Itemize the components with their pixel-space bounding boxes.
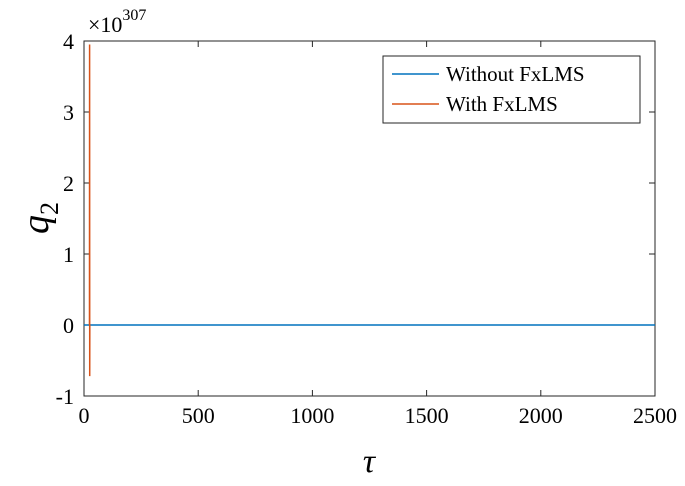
y-exponent-value: 307 — [122, 7, 146, 24]
y-tick-label: 1 — [63, 242, 74, 267]
x-tick-label: 2500 — [633, 403, 677, 428]
y-tick-label: -1 — [56, 384, 74, 409]
x-tick-label: 0 — [79, 403, 90, 428]
y-axis-label: q2 — [15, 202, 64, 234]
y-axis-label-subscript: 2 — [35, 202, 64, 215]
legend-label-with-fxlms: With FxLMS — [446, 92, 558, 116]
x-tick-label: 1000 — [290, 403, 334, 428]
legend-label-without-fxlms: Without FxLMS — [446, 62, 585, 86]
y-tick-label: 4 — [63, 29, 74, 54]
x-axis-label: τ — [363, 443, 377, 480]
x-tick-label: 500 — [182, 403, 215, 428]
y-exponent-prefix: ×10 — [88, 12, 122, 37]
legend: Without FxLMS With FxLMS — [382, 55, 641, 124]
y-exponent-label: ×10307 — [88, 7, 146, 37]
x-tick-label: 2000 — [519, 403, 563, 428]
y-axis-label-main: q — [15, 215, 57, 234]
y-tick-label: 2 — [63, 171, 74, 196]
series-lines — [84, 44, 655, 377]
y-tick-label: 0 — [63, 313, 74, 338]
x-tick-label: 1500 — [405, 403, 449, 428]
legend-box — [382, 55, 641, 124]
y-tick-label: 3 — [63, 100, 74, 125]
